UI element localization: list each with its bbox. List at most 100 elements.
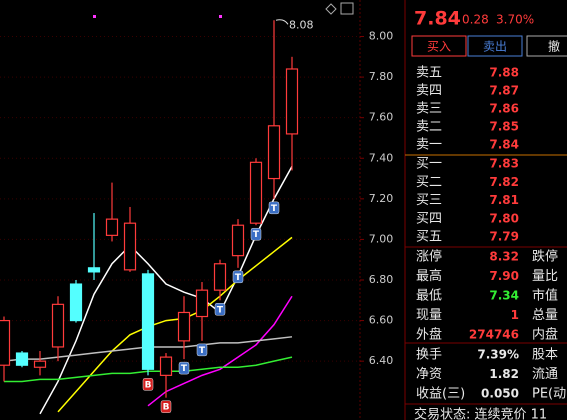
y-tick-label: 6.40	[369, 354, 394, 367]
signal-label: T	[253, 230, 260, 240]
row-value: 7.34	[489, 289, 519, 303]
row-label: 跌停	[532, 249, 558, 265]
row-label: 涨停	[416, 249, 442, 265]
signal-label: T	[181, 364, 188, 374]
candle-body	[285, 68, 299, 135]
row-value: 7.39%	[477, 348, 519, 362]
row-label: 卖一	[416, 138, 442, 153]
row-value: 1.82	[489, 367, 519, 381]
row-label: 内盘	[532, 327, 558, 343]
signal-label: B	[163, 403, 170, 413]
candle-body	[15, 352, 29, 366]
row-value: 274746	[469, 328, 519, 342]
candle-body	[33, 360, 47, 368]
button[interactable]	[467, 35, 523, 57]
row-value: 7.82	[489, 175, 519, 189]
candle-body	[159, 356, 173, 376]
candle-body	[87, 267, 101, 273]
signal-label: B	[145, 380, 152, 390]
y-tick-label: 8.00	[369, 30, 394, 43]
signal-label: T	[235, 273, 242, 283]
row-value: 8.32	[489, 250, 519, 264]
row-label: 卖三	[416, 102, 442, 117]
button-label[interactable]: 买入	[427, 40, 451, 54]
icon-window[interactable]	[340, 2, 354, 15]
y-tick-label: 6.80	[369, 273, 394, 286]
row-label: 最高	[416, 268, 442, 284]
signal-label: T	[217, 305, 224, 315]
candle-body	[123, 222, 137, 271]
moving-average	[39, 166, 293, 415]
row-value: 7.87	[489, 84, 519, 98]
row-label: 买三	[416, 193, 442, 208]
row-value: 7.90	[489, 269, 519, 283]
candle-body	[105, 218, 119, 236]
row-label: 现量	[416, 308, 442, 323]
button-label[interactable]: 撤	[548, 39, 560, 54]
row-label: 买五	[416, 230, 442, 245]
candle-body	[69, 283, 83, 322]
signal-label: T	[199, 346, 206, 356]
candle-body	[195, 289, 209, 318]
annotation: 8.08	[289, 18, 314, 31]
row-label: 卖四	[416, 84, 442, 99]
row-label: 净资	[416, 367, 442, 382]
row-label: 换手	[416, 348, 442, 363]
signal-label: T	[271, 204, 278, 214]
signal-badge	[160, 400, 172, 413]
change: 0.28	[462, 13, 489, 27]
button[interactable]	[411, 35, 467, 57]
y-tick-label: 7.00	[369, 232, 394, 245]
button[interactable]	[526, 35, 567, 57]
y-tick-label: 6.60	[369, 314, 394, 327]
row-value: 7.86	[489, 102, 519, 116]
signal-badge	[196, 343, 208, 357]
status: 交易状态: 连续竞价 11	[414, 407, 547, 420]
candle-body	[213, 263, 227, 291]
dot	[219, 15, 222, 18]
change-percent: 3.70%	[496, 13, 534, 27]
row-label: 外盘	[416, 327, 442, 343]
moving-average	[147, 295, 293, 407]
row-value: 7.84	[489, 138, 519, 152]
row-value: 7.83	[489, 157, 519, 171]
y-tick-label: 7.40	[369, 151, 394, 164]
row-value: 7.88	[489, 66, 519, 80]
candle-body	[141, 273, 155, 370]
signal-badge	[214, 303, 226, 316]
row-label: 市值	[532, 288, 558, 304]
y-tick-label: 7.20	[369, 192, 394, 205]
signal-badge	[232, 270, 244, 284]
annotation-arrow	[275, 19, 289, 25]
price: 7.84	[414, 8, 461, 30]
signal-badge	[268, 201, 280, 215]
row-label: 卖五	[416, 66, 442, 81]
row-label: 最低	[416, 289, 442, 304]
signal-badge	[142, 378, 154, 391]
row-label: 总量	[532, 308, 558, 323]
row-label: PE(动	[532, 387, 566, 402]
button-label[interactable]: 卖出	[483, 40, 507, 54]
candle-body	[177, 311, 191, 342]
row-value: 7.80	[489, 211, 519, 225]
moving-average	[57, 236, 293, 413]
row-value: 7.81	[489, 193, 519, 207]
candle-body	[249, 161, 263, 224]
row-value: 0.050	[481, 387, 519, 401]
row-value: 7.85	[489, 120, 519, 134]
dot	[93, 15, 96, 18]
candle-body	[51, 303, 65, 348]
row-label: 买一	[416, 157, 442, 172]
candle-body	[231, 224, 245, 257]
row-value: 1	[511, 308, 519, 322]
icon-diamond[interactable]	[325, 3, 337, 15]
candle-body	[267, 125, 281, 180]
row-label: 流通	[532, 367, 558, 382]
row-label: 买四	[416, 211, 442, 226]
y-tick-label: 7.80	[369, 70, 394, 83]
y-tick-label: 7.60	[369, 111, 394, 124]
signal-badge	[250, 227, 262, 241]
signal-badge	[178, 361, 190, 375]
